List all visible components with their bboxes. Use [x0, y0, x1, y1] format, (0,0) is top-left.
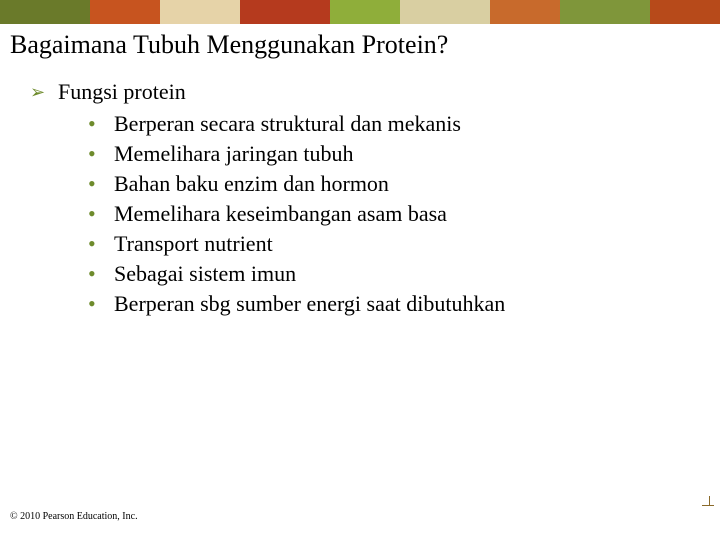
dot-bullet-icon: •: [88, 290, 114, 318]
dot-bullet-icon: •: [88, 110, 114, 138]
sub-list-item: •Memelihara jaringan tubuh: [88, 140, 720, 168]
content-area: ➢ Fungsi protein •Berperan secara strukt…: [0, 74, 720, 318]
banner-strip: [490, 0, 560, 24]
dot-bullet-icon: •: [88, 140, 114, 168]
banner-strip: [400, 0, 490, 24]
dot-bullet-icon: •: [88, 230, 114, 258]
sub-list-item: •Memelihara keseimbangan asam basa: [88, 200, 720, 228]
banner-strip: [0, 0, 90, 24]
banner-strip: [160, 0, 240, 24]
sub-item-text: Bahan baku enzim dan hormon: [114, 170, 389, 198]
banner-strip: [240, 0, 330, 24]
corner-mark-icon: [702, 496, 714, 510]
sub-list-item: •Berperan sbg sumber energi saat dibutuh…: [88, 290, 720, 318]
arrow-bullet-icon: ➢: [30, 78, 58, 106]
sub-list-item: •Sebagai sistem imun: [88, 260, 720, 288]
title-area: Bagaimana Tubuh Menggunakan Protein?: [0, 24, 720, 74]
banner-strip: [560, 0, 650, 24]
banner-strip: [650, 0, 720, 24]
sub-list-item: •Transport nutrient: [88, 230, 720, 258]
sub-item-text: Memelihara jaringan tubuh: [114, 140, 353, 168]
banner-strip: [330, 0, 400, 24]
dot-bullet-icon: •: [88, 200, 114, 228]
dot-bullet-icon: •: [88, 260, 114, 288]
sub-item-text: Berperan sbg sumber energi saat dibutuhk…: [114, 290, 505, 318]
sub-item-text: Sebagai sistem imun: [114, 260, 296, 288]
top-banner: [0, 0, 720, 24]
main-list-item: ➢ Fungsi protein: [30, 78, 720, 106]
main-item-text: Fungsi protein: [58, 78, 186, 106]
sub-item-text: Memelihara keseimbangan asam basa: [114, 200, 447, 228]
sub-list-item: •Bahan baku enzim dan hormon: [88, 170, 720, 198]
sub-list-item: •Berperan secara struktural dan mekanis: [88, 110, 720, 138]
slide-title: Bagaimana Tubuh Menggunakan Protein?: [10, 30, 710, 60]
sub-item-text: Berperan secara struktural dan mekanis: [114, 110, 461, 138]
dot-bullet-icon: •: [88, 170, 114, 198]
sub-item-text: Transport nutrient: [114, 230, 273, 258]
copyright-footer: © 2010 Pearson Education, Inc.: [10, 511, 138, 522]
banner-strip: [90, 0, 160, 24]
sub-list: •Berperan secara struktural dan mekanis•…: [30, 110, 720, 318]
